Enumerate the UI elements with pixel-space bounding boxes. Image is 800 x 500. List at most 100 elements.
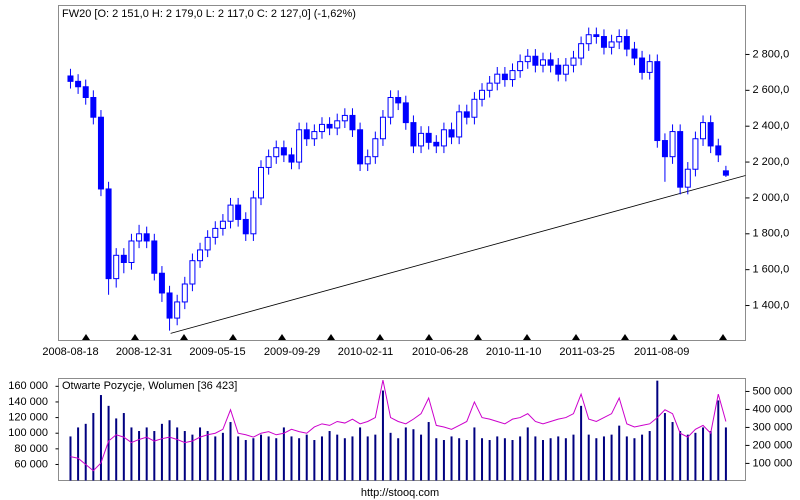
volume-bar xyxy=(92,413,95,481)
candle-body xyxy=(387,96,394,118)
period-marker xyxy=(82,334,90,340)
y-tick-label: 160 000 xyxy=(8,380,48,392)
volume-bar xyxy=(244,440,247,481)
volume-bar xyxy=(473,427,476,481)
candle-body xyxy=(334,120,341,129)
price-panel xyxy=(58,5,746,341)
candle-body xyxy=(82,86,89,98)
volume-bar xyxy=(663,413,666,481)
y-tick-label: 2 600,0 xyxy=(753,84,790,96)
volume-bar xyxy=(130,427,133,481)
volume-bar xyxy=(191,434,194,481)
period-marker xyxy=(229,334,237,340)
candle-body xyxy=(174,301,181,319)
volume-bar xyxy=(404,427,407,481)
volume-bar xyxy=(427,422,430,481)
candle-body xyxy=(212,227,219,238)
volume-bar xyxy=(77,427,80,481)
open-interest-line xyxy=(70,379,727,472)
y-tick-label: 1 400,0 xyxy=(753,299,790,311)
volume-bar xyxy=(694,432,697,481)
candle-body xyxy=(654,61,661,142)
volume-bar xyxy=(343,438,346,481)
volume-bar xyxy=(99,395,102,481)
volume-bar xyxy=(435,438,438,481)
volume-bar xyxy=(702,427,705,481)
y-tick-label: 1 800,0 xyxy=(753,228,790,240)
volume-bar xyxy=(549,438,552,481)
volume-bar xyxy=(412,429,415,481)
volume-bar xyxy=(488,440,491,481)
candle-body xyxy=(326,123,333,129)
period-marker xyxy=(670,334,678,340)
candle-body xyxy=(158,272,165,294)
candle-body xyxy=(242,218,249,235)
volume-bar xyxy=(564,438,567,481)
candle-body xyxy=(425,132,432,143)
volume-bar xyxy=(397,438,400,481)
candle-body xyxy=(219,220,226,229)
candle-body xyxy=(280,147,287,156)
volume-bar xyxy=(336,434,339,481)
candle-body xyxy=(661,140,668,158)
candle-body xyxy=(509,70,516,81)
candle-body xyxy=(486,82,493,91)
candle-body xyxy=(372,138,379,158)
volume-bar xyxy=(221,432,224,481)
candle-body xyxy=(349,114,356,131)
volume-bar xyxy=(374,434,377,481)
candle-body xyxy=(623,36,630,50)
panel-title: Otwarte Pozycje, Wolumen [36 423] xyxy=(62,380,237,392)
y-tick-label: 60 000 xyxy=(14,458,48,470)
candle-body xyxy=(341,114,348,122)
candle-body xyxy=(501,73,508,81)
volume-bar xyxy=(450,436,453,481)
y-tick-label: 1 600,0 xyxy=(753,264,790,276)
candle-body xyxy=(479,89,486,100)
candle-body xyxy=(585,34,592,45)
y-tick-label: 2 000,0 xyxy=(753,192,790,204)
volume-bar xyxy=(298,438,301,481)
volume-bar xyxy=(237,436,240,481)
volume-bar xyxy=(153,431,156,481)
candle-body xyxy=(296,129,303,163)
candle-body xyxy=(684,168,691,188)
volume-bar xyxy=(671,422,674,481)
period-marker xyxy=(376,334,384,340)
candle-body xyxy=(715,145,722,156)
candle-body xyxy=(204,236,211,251)
x-tick-label: 2011-03-25 xyxy=(559,346,614,358)
candle-body xyxy=(75,80,82,88)
candle-body xyxy=(418,132,425,147)
candle-body xyxy=(395,96,402,104)
volume-bar xyxy=(359,427,362,481)
volume-bar xyxy=(160,423,163,481)
volume-bar xyxy=(176,427,179,481)
candle-body xyxy=(97,116,104,190)
volume-bar xyxy=(206,431,209,481)
volume-bar xyxy=(724,427,727,481)
volume-bar xyxy=(610,434,613,481)
candle-body xyxy=(311,131,318,140)
candle-body xyxy=(562,64,569,75)
x-tick-label: 2010-06-28 xyxy=(412,346,468,358)
volume-bar xyxy=(618,425,621,481)
candle-body xyxy=(410,122,417,147)
y2-tick-label: 300 000 xyxy=(753,421,793,433)
period-marker xyxy=(719,334,727,340)
candle-body xyxy=(448,129,455,138)
volume-bar xyxy=(252,438,255,481)
candle-body xyxy=(189,260,196,285)
candle-body xyxy=(90,96,97,118)
candle-body xyxy=(364,156,371,165)
candle-body xyxy=(547,59,554,66)
x-tick-label: 2008-12-31 xyxy=(116,346,172,358)
candle-body xyxy=(288,154,295,163)
volume-bar xyxy=(199,427,202,481)
period-marker xyxy=(278,334,286,340)
candle-body xyxy=(105,188,112,280)
candle-body xyxy=(532,55,539,66)
x-tick-label: 2009-09-29 xyxy=(264,346,320,358)
y-tick-label: 140 000 xyxy=(8,396,48,408)
y-tick-label: 80 000 xyxy=(14,443,48,455)
